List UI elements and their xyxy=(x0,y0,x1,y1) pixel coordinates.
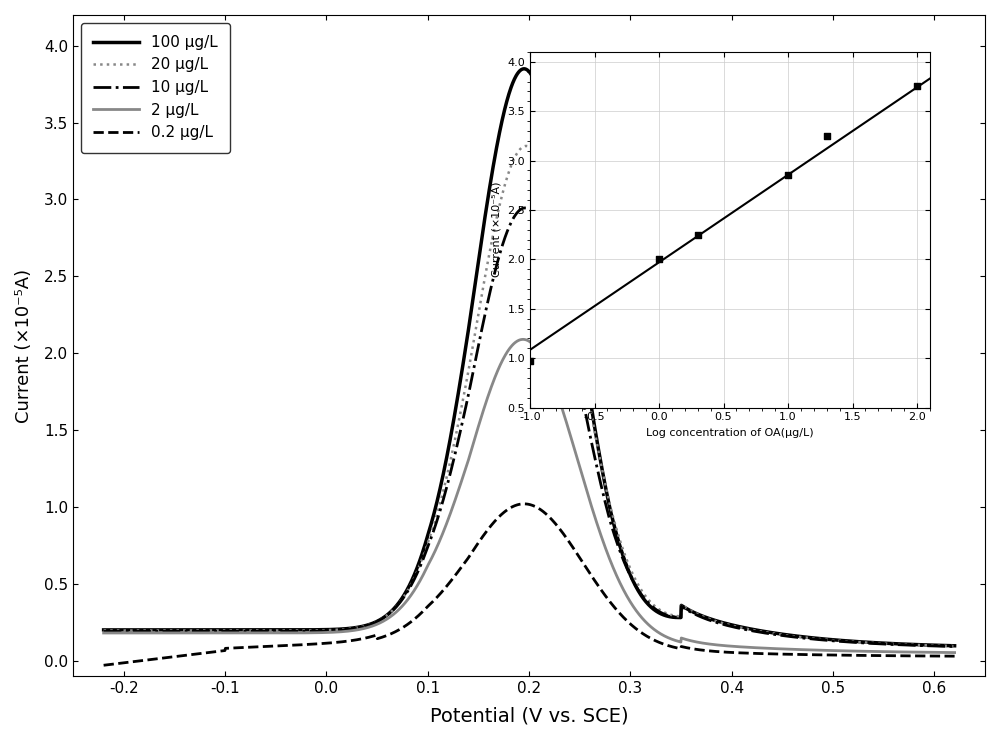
Line: 2 μg/L: 2 μg/L xyxy=(104,339,955,653)
10 μg/L xyxy=(949,642,961,651)
0.2 μg/L xyxy=(768,650,780,659)
Line: 20 μg/L: 20 μg/L xyxy=(104,146,955,646)
2 μg/L xyxy=(949,648,961,657)
0.2 μg/L xyxy=(489,516,501,525)
Point xyxy=(780,170,796,182)
100 μg/L xyxy=(518,64,530,73)
0.2 μg/L xyxy=(511,500,523,509)
20 μg/L xyxy=(520,142,532,150)
Line: 10 μg/L: 10 μg/L xyxy=(104,208,955,646)
2 μg/L xyxy=(924,648,936,657)
20 μg/L xyxy=(924,641,936,650)
100 μg/L xyxy=(924,641,936,650)
Point xyxy=(522,355,538,367)
100 μg/L xyxy=(511,70,523,79)
Point xyxy=(909,81,925,93)
2 μg/L xyxy=(768,644,780,653)
20 μg/L xyxy=(924,641,936,650)
10 μg/L xyxy=(519,204,531,213)
0.2 μg/L xyxy=(949,652,961,661)
10 μg/L xyxy=(141,627,153,636)
Point xyxy=(690,229,706,241)
100 μg/L xyxy=(141,625,153,634)
20 μg/L xyxy=(949,642,961,651)
10 μg/L xyxy=(924,642,936,651)
Y-axis label: Current (×10⁻⁵A): Current (×10⁻⁵A) xyxy=(492,182,502,277)
10 μg/L xyxy=(489,268,501,276)
100 μg/L xyxy=(768,628,780,637)
10 μg/L xyxy=(98,627,110,636)
20 μg/L xyxy=(768,629,780,638)
2 μg/L xyxy=(98,628,110,637)
Legend: 100 μg/L, 20 μg/L, 10 μg/L, 2 μg/L, 0.2 μg/L: 100 μg/L, 20 μg/L, 10 μg/L, 2 μg/L, 0.2 … xyxy=(81,23,230,153)
20 μg/L xyxy=(511,148,523,157)
2 μg/L xyxy=(924,648,936,657)
2 μg/L xyxy=(489,373,501,382)
10 μg/L xyxy=(768,630,780,639)
0.2 μg/L xyxy=(518,499,530,508)
0.2 μg/L xyxy=(924,651,936,660)
20 μg/L xyxy=(489,222,501,231)
Y-axis label: Current (×10⁻⁵A): Current (×10⁻⁵A) xyxy=(15,268,33,422)
2 μg/L xyxy=(517,335,529,344)
20 μg/L xyxy=(141,626,153,635)
100 μg/L xyxy=(924,641,936,650)
X-axis label: Log concentration of OA(μg/L): Log concentration of OA(μg/L) xyxy=(646,428,814,438)
2 μg/L xyxy=(511,336,523,345)
0.2 μg/L xyxy=(98,661,110,670)
100 μg/L xyxy=(949,641,961,650)
10 μg/L xyxy=(511,208,523,217)
Point xyxy=(651,253,667,265)
100 μg/L xyxy=(489,153,501,162)
0.2 μg/L xyxy=(141,656,153,665)
10 μg/L xyxy=(924,642,936,651)
Line: 0.2 μg/L: 0.2 μg/L xyxy=(104,504,955,665)
100 μg/L xyxy=(98,625,110,634)
20 μg/L xyxy=(98,626,110,635)
0.2 μg/L xyxy=(924,651,936,660)
2 μg/L xyxy=(141,628,153,637)
X-axis label: Potential (V vs. SCE): Potential (V vs. SCE) xyxy=(430,707,628,726)
Point xyxy=(819,130,835,142)
Line: 100 μg/L: 100 μg/L xyxy=(104,69,955,645)
